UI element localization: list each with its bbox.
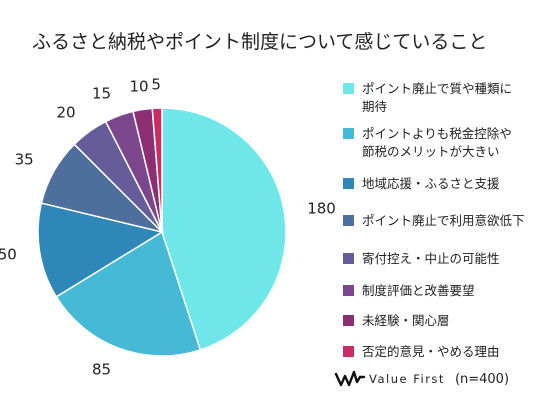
- legend-item: 寄付控え・中止の可能性: [343, 250, 533, 268]
- value-label: 15: [92, 85, 111, 103]
- chart-title: ふるさと納税やポイント制度について感じていること: [32, 31, 488, 53]
- legend-item: 否定的意見・やめる理由: [343, 343, 533, 361]
- legend-label: ポイントよりも税金控除や 節税のメリットが大きい: [362, 126, 512, 159]
- pie-slice: [161, 107, 287, 351]
- legend-item: 地域応援・ふるさと支援: [343, 175, 533, 193]
- legend-swatch: [343, 253, 354, 264]
- legend-label: ポイント廃止で利用意欲低下: [362, 213, 525, 228]
- legend-item: 制度評価と改善要望: [343, 282, 533, 300]
- legend-label: 否定的意見・やめる理由: [362, 344, 500, 359]
- legend-swatch: [343, 215, 354, 226]
- legend-item: ポイントよりも税金控除や 節税のメリットが大きい: [343, 125, 533, 161]
- legend-item: ポイント廃止で利用意欲低下: [343, 212, 533, 230]
- legend-label: 未経験・関心層: [362, 313, 450, 328]
- legend-swatch: [343, 346, 354, 357]
- legend-item: ポイント廃止で質や種類に 期待: [343, 80, 533, 116]
- legend-item: 未経験・関心層: [343, 312, 533, 330]
- value-label: 20: [57, 104, 76, 122]
- legend-label: 地域応援・ふるさと支援: [362, 176, 500, 191]
- legend-label: 寄付控え・中止の可能性: [362, 251, 500, 266]
- legend-swatch: [343, 83, 354, 94]
- value-label: 180: [307, 200, 336, 218]
- brand-name: Value First: [369, 372, 445, 386]
- legend-label: 制度評価と改善要望: [362, 283, 475, 298]
- sample-size: (n=400): [454, 371, 510, 387]
- pie-slices: [37, 107, 287, 357]
- pie-slice: [55, 230, 202, 357]
- pie-slice: [37, 202, 164, 298]
- value-label: 35: [15, 151, 34, 169]
- legend-swatch: [343, 315, 354, 326]
- value-first-logo-icon: [334, 370, 366, 387]
- value-labels: 180 85 50 35 20 15 10 5: [0, 76, 336, 379]
- value-label: 10: [129, 77, 148, 95]
- footer: Value First (n=400): [334, 368, 509, 390]
- legend-swatch: [343, 178, 354, 189]
- value-label: 5: [151, 76, 161, 94]
- legend-swatch: [343, 128, 354, 139]
- value-label: 85: [92, 360, 111, 378]
- legend-label: ポイント廃止で質や種類に 期待: [362, 81, 513, 114]
- pie-slice: [151, 107, 163, 233]
- legend-swatch: [343, 285, 354, 296]
- value-label: 50: [0, 246, 17, 264]
